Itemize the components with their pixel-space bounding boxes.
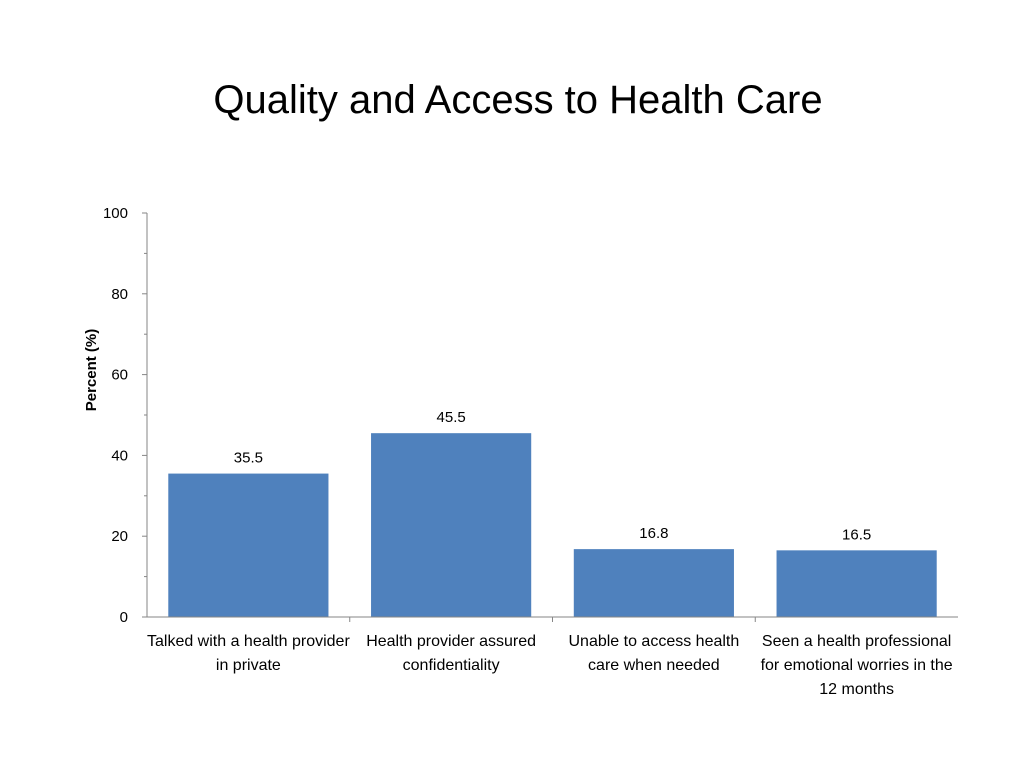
x-category-label: Unable to access health care when needed bbox=[568, 633, 740, 674]
x-axis bbox=[147, 616, 958, 622]
y-tick-label: 20 bbox=[111, 528, 128, 545]
chart-title: Quality and Access to Health Care bbox=[213, 78, 823, 122]
data-label: 45.5 bbox=[437, 409, 466, 426]
y-axis: 0 20 40 60 80 100 bbox=[103, 205, 148, 626]
y-axis-label: Percent (%) bbox=[83, 329, 100, 412]
x-category-label: Health provider assured confidentiality bbox=[366, 633, 537, 674]
data-label: 35.5 bbox=[234, 450, 263, 467]
x-category-label: Talked with a health provider in private bbox=[146, 633, 350, 674]
bar bbox=[371, 433, 532, 617]
data-label: 16.8 bbox=[639, 525, 668, 542]
data-label: 16.5 bbox=[842, 526, 871, 543]
bars bbox=[168, 433, 937, 617]
bar bbox=[168, 473, 329, 617]
y-tick-label: 60 bbox=[111, 367, 128, 384]
bar bbox=[776, 550, 937, 617]
y-tick-label: 40 bbox=[111, 447, 128, 464]
bar bbox=[573, 549, 734, 617]
data-labels: 35.5 45.5 16.8 16.5 bbox=[234, 409, 871, 543]
y-tick-label: 80 bbox=[111, 286, 128, 303]
y-tick-label: 0 bbox=[120, 609, 128, 626]
y-tick-label: 100 bbox=[103, 205, 128, 222]
x-category-label: Seen a health professional for emotional… bbox=[760, 633, 953, 698]
